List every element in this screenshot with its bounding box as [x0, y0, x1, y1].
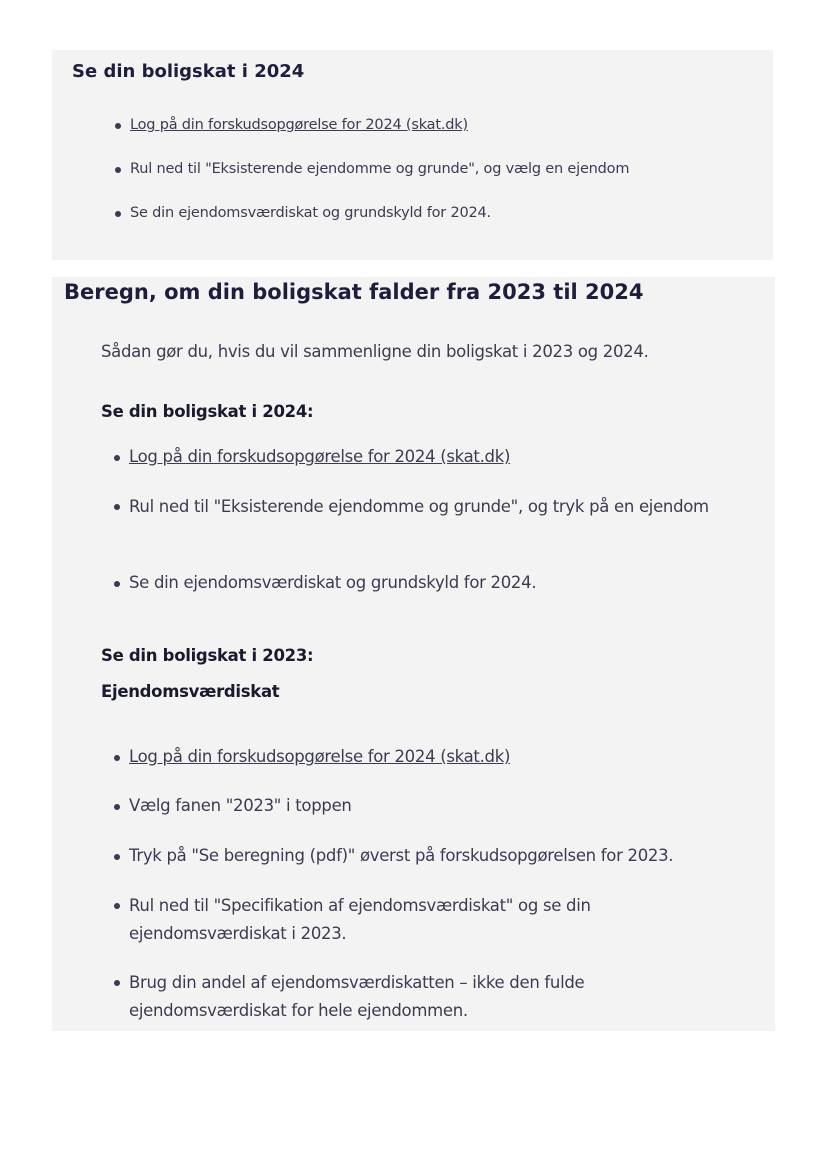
- list-item: Brug din andel af ejendomsværdiskatten –…: [129, 973, 585, 1020]
- bullet-icon: [115, 211, 121, 217]
- bullet-icon: [114, 581, 120, 587]
- subheading-2024: Se din boligskat i 2024:: [101, 402, 314, 421]
- login-link[interactable]: Log på din forskudsopgørelse for 2024 (s…: [129, 447, 511, 466]
- list-item: Rul ned til "Eksisterende ejendomme og g…: [130, 161, 630, 177]
- subheading-ejendomsvaerdiskat: Ejendomsværdiskat: [101, 682, 280, 701]
- section1-title: Se din boligskat i 2024: [72, 61, 305, 82]
- bullet-icon: [115, 167, 121, 173]
- list-item: Rul ned til "Specifikation af ejendomsvæ…: [129, 896, 591, 943]
- bullet-icon: [114, 455, 120, 461]
- bullet-icon: [114, 980, 120, 986]
- list-item: Se din ejendomsværdiskat og grundskyld f…: [129, 573, 537, 592]
- list-item: Se din ejendomsværdiskat og grundskyld f…: [130, 205, 491, 221]
- section2-title: Beregn, om din boligskat falder fra 2023…: [64, 280, 644, 304]
- bullet-icon: [114, 504, 120, 510]
- list-item: Vælg fanen "2023" i toppen: [129, 796, 352, 815]
- list-item: Tryk på "Se beregning (pdf)" øverst på f…: [129, 846, 674, 865]
- section-beregn: [52, 277, 775, 1031]
- section-boligskat-2024: [52, 50, 773, 260]
- login-link[interactable]: Log på din forskudsopgørelse for 2024 (s…: [129, 747, 511, 766]
- bullet-icon: [114, 903, 120, 909]
- bullet-icon: [114, 804, 120, 810]
- intro-text: Sådan gør du, hvis du vil sammenligne di…: [101, 342, 649, 361]
- bullet-icon: [115, 123, 121, 129]
- list-item: Rul ned til "Eksisterende ejendomme og g…: [129, 497, 709, 516]
- bullet-icon: [114, 854, 120, 860]
- bullet-icon: [114, 755, 120, 761]
- subheading-2023: Se din boligskat i 2023:: [101, 646, 314, 665]
- login-link[interactable]: Log på din forskudsopgørelse for 2024 (s…: [130, 117, 468, 133]
